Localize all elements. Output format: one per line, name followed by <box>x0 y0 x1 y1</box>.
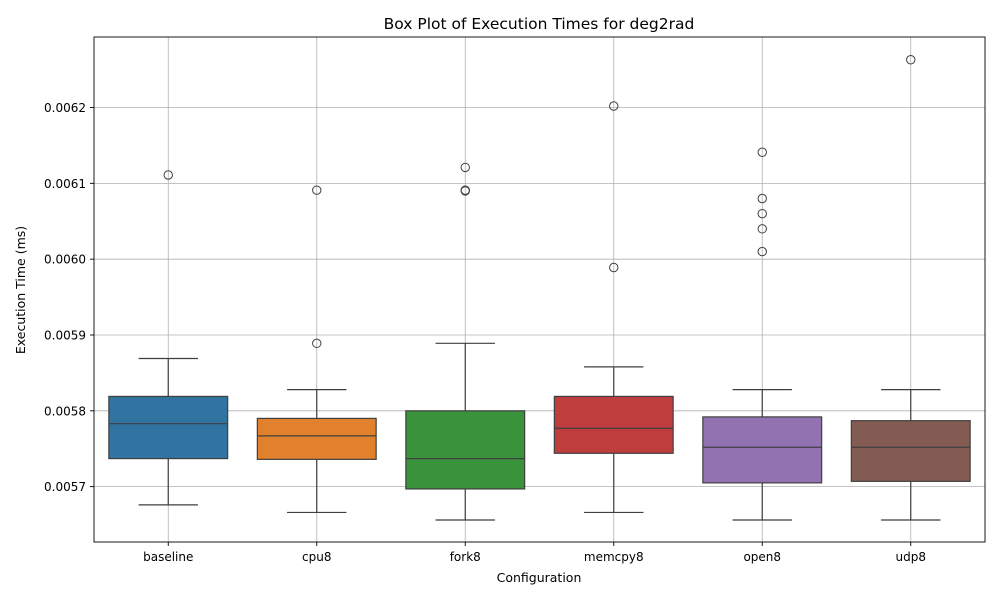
outlier-point <box>757 193 767 204</box>
outlier-point <box>757 147 767 157</box>
y-axis-label: Execution Time (ms) <box>13 226 28 354</box>
outlier-point <box>906 55 916 65</box>
box-group-fork8 <box>405 162 526 521</box>
outlier-point <box>163 170 173 180</box>
box-group-cpu8 <box>256 185 377 514</box>
box-iqr <box>553 395 674 454</box>
x-tick-label: fork8 <box>450 550 481 564</box>
y-tick-label: 0.0057 <box>44 480 86 494</box>
outlier-point <box>757 224 767 234</box>
box-iqr <box>850 420 971 482</box>
outlier-point <box>757 246 767 257</box>
outlier-point <box>609 101 619 111</box>
box-iqr <box>405 410 526 490</box>
outlier-point <box>312 338 322 349</box>
chart-title: Box Plot of Execution Times for deg2rad <box>384 15 695 33</box>
plot-frame <box>93 36 986 543</box>
box-iqr <box>702 416 823 484</box>
outlier-point <box>460 186 470 196</box>
y-tick-label: 0.0062 <box>44 101 86 115</box>
x-tick-label: open8 <box>743 550 781 564</box>
y-tick-label: 0.0061 <box>44 177 86 191</box>
x-tick-label: cpu8 <box>302 550 331 564</box>
x-tick-label: memcpy8 <box>584 550 644 564</box>
y-tick-label: 0.0058 <box>44 404 86 418</box>
x-axis-label: Configuration <box>497 570 582 585</box>
outlier-point <box>312 185 322 195</box>
box-iqr <box>256 417 377 460</box>
box-group-open8 <box>702 147 823 521</box>
boxes-layer <box>108 55 971 521</box>
axes-layer: 0.0057 0.0058 0.0059 0.0060 0.0061 0.0062 base… <box>44 36 986 564</box>
y-tick-label: 0.0060 <box>44 253 86 267</box>
box-iqr <box>108 395 229 460</box>
outlier-point <box>460 162 470 173</box>
box-group-memcpy8 <box>553 101 674 514</box>
outlier-point <box>757 208 767 219</box>
outlier-point <box>609 262 619 273</box>
y-tick-label: 0.0059 <box>44 328 86 342</box>
box-group-udp8 <box>850 55 971 521</box>
x-tick-label: udp8 <box>896 550 926 564</box>
x-tick-label: baseline <box>143 550 193 564</box>
box-group-baseline <box>108 170 229 506</box>
